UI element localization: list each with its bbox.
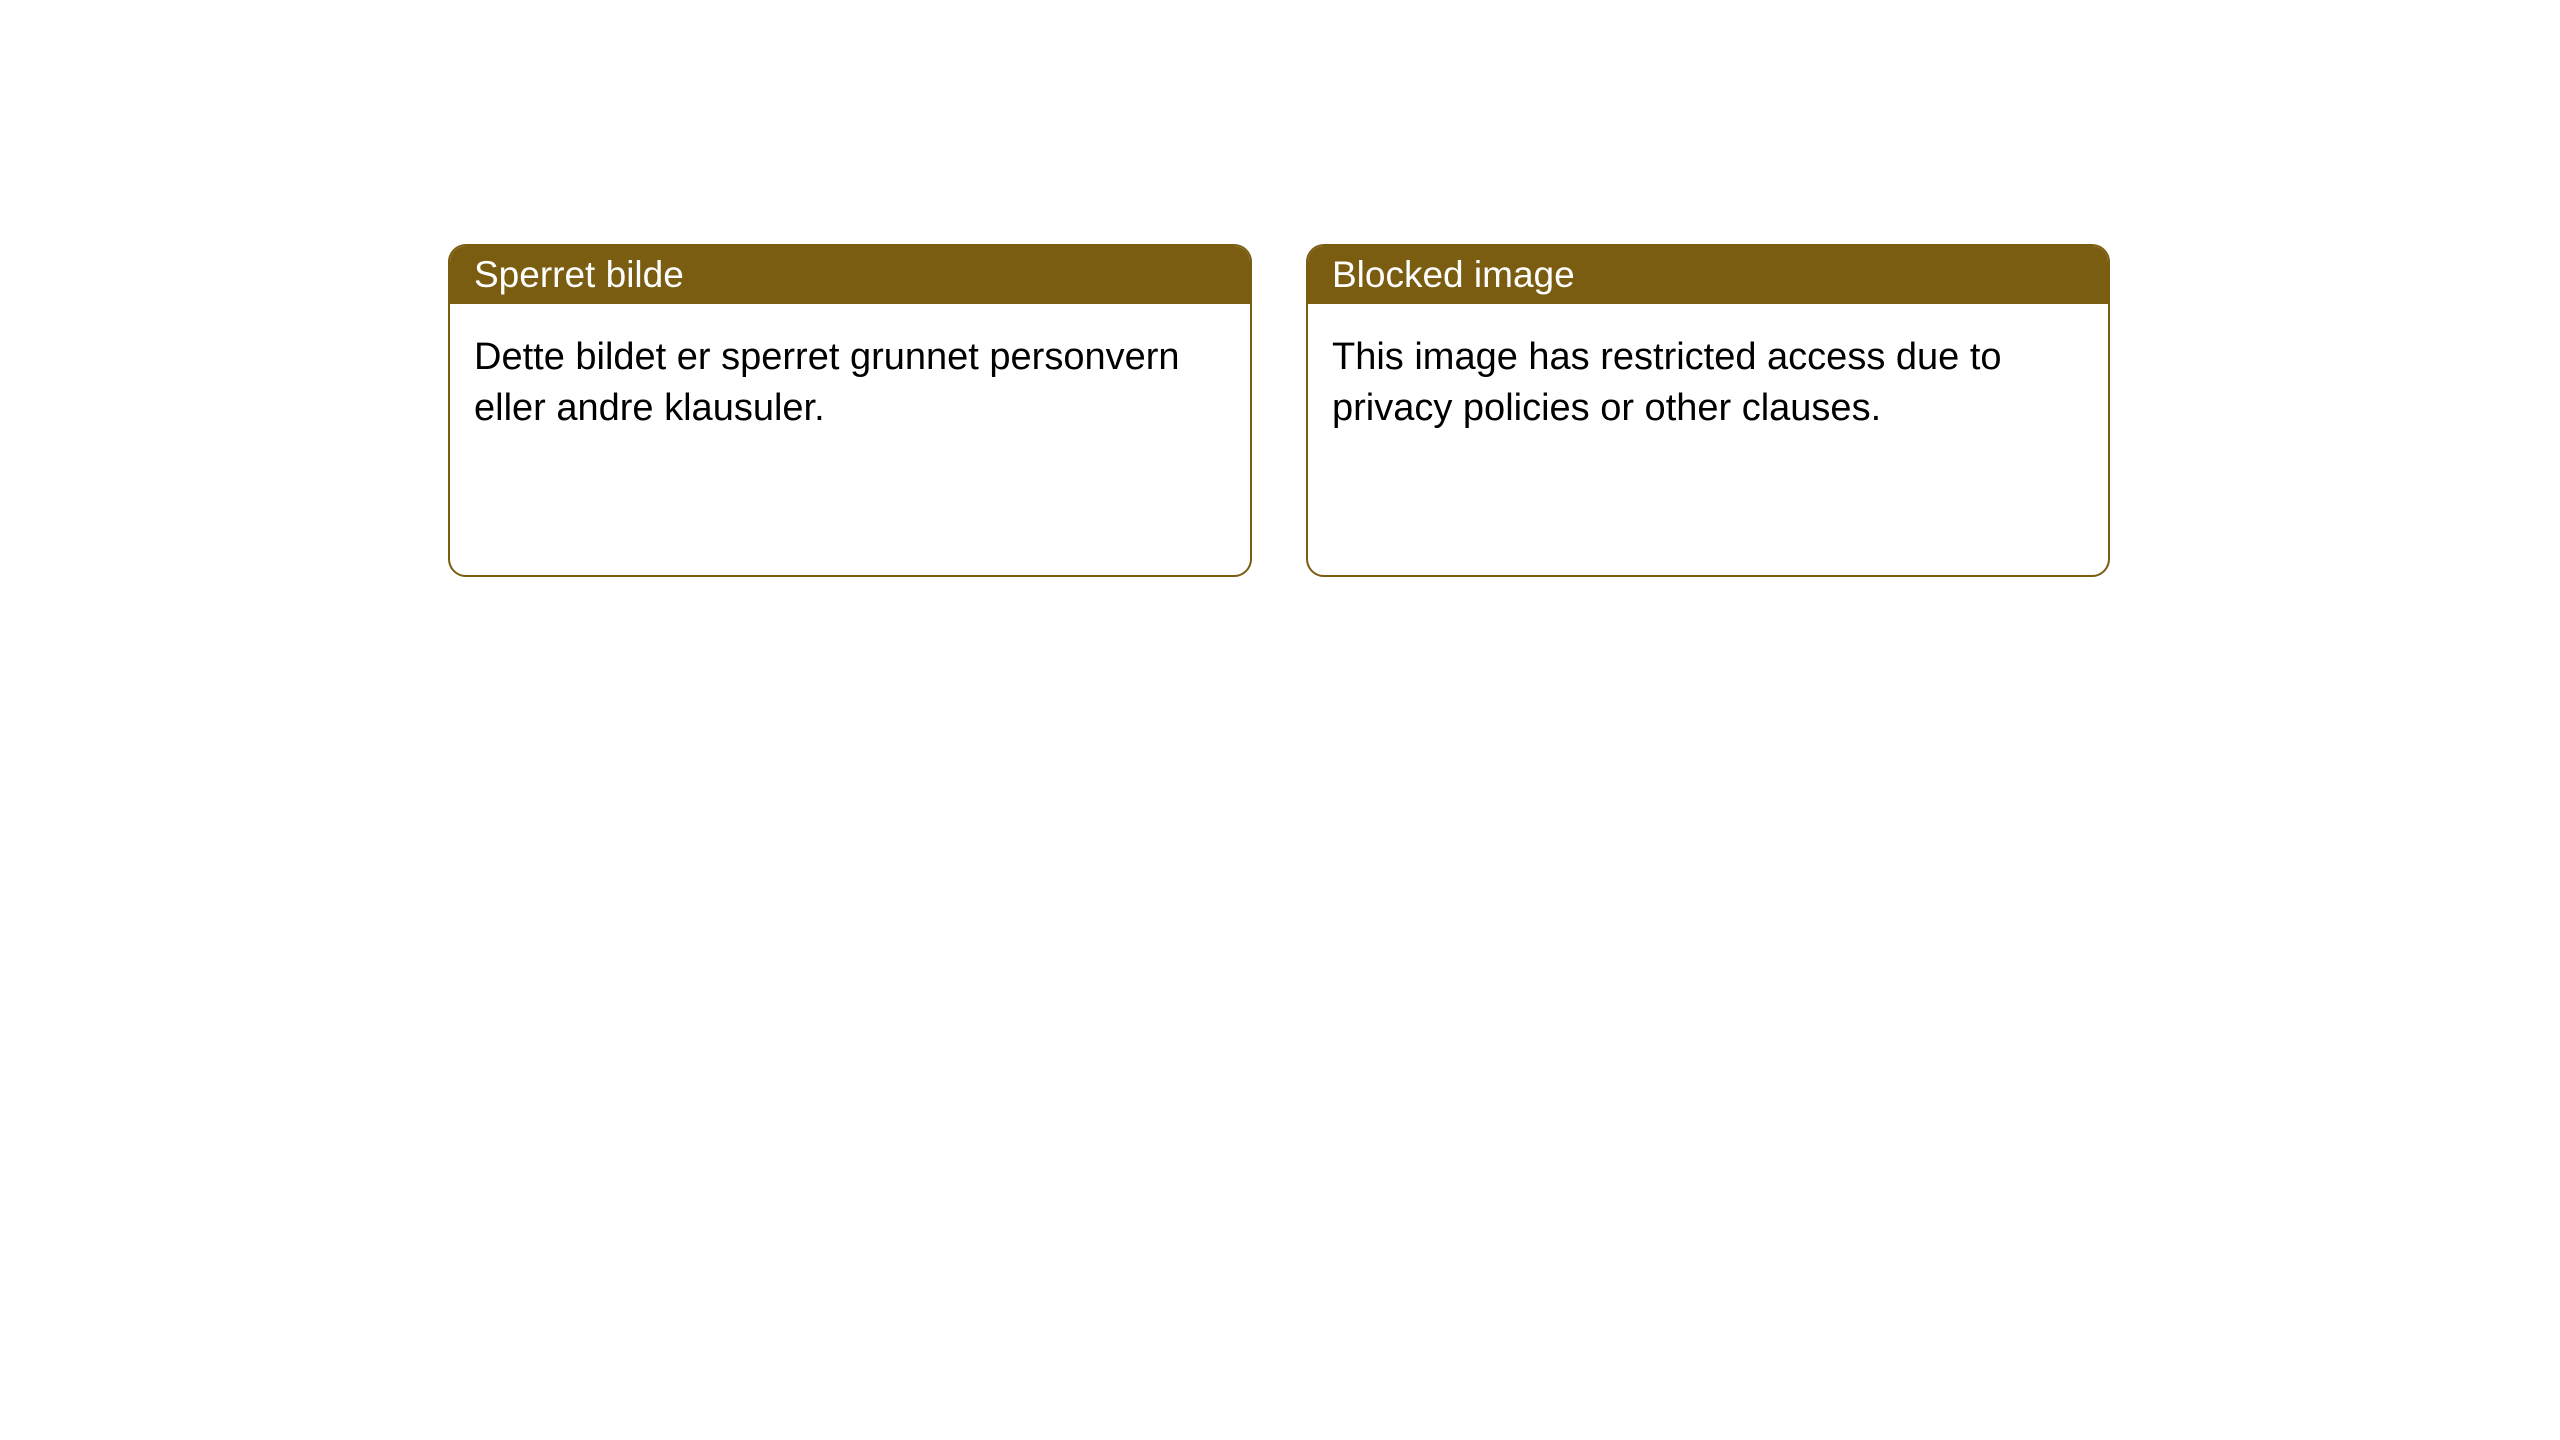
notice-title: Sperret bilde — [474, 254, 684, 295]
notice-body: Dette bildet er sperret grunnet personve… — [450, 304, 1250, 463]
notice-header: Blocked image — [1308, 246, 2108, 304]
notice-body-text: This image has restricted access due to … — [1332, 336, 2002, 429]
notice-body: This image has restricted access due to … — [1308, 304, 2108, 463]
notice-body-text: Dette bildet er sperret grunnet personve… — [474, 336, 1180, 429]
notice-title: Blocked image — [1332, 254, 1575, 295]
notice-cards-container: Sperret bilde Dette bildet er sperret gr… — [0, 0, 2560, 577]
notice-card-english: Blocked image This image has restricted … — [1306, 244, 2110, 577]
notice-header: Sperret bilde — [450, 246, 1250, 304]
notice-card-norwegian: Sperret bilde Dette bildet er sperret gr… — [448, 244, 1252, 577]
